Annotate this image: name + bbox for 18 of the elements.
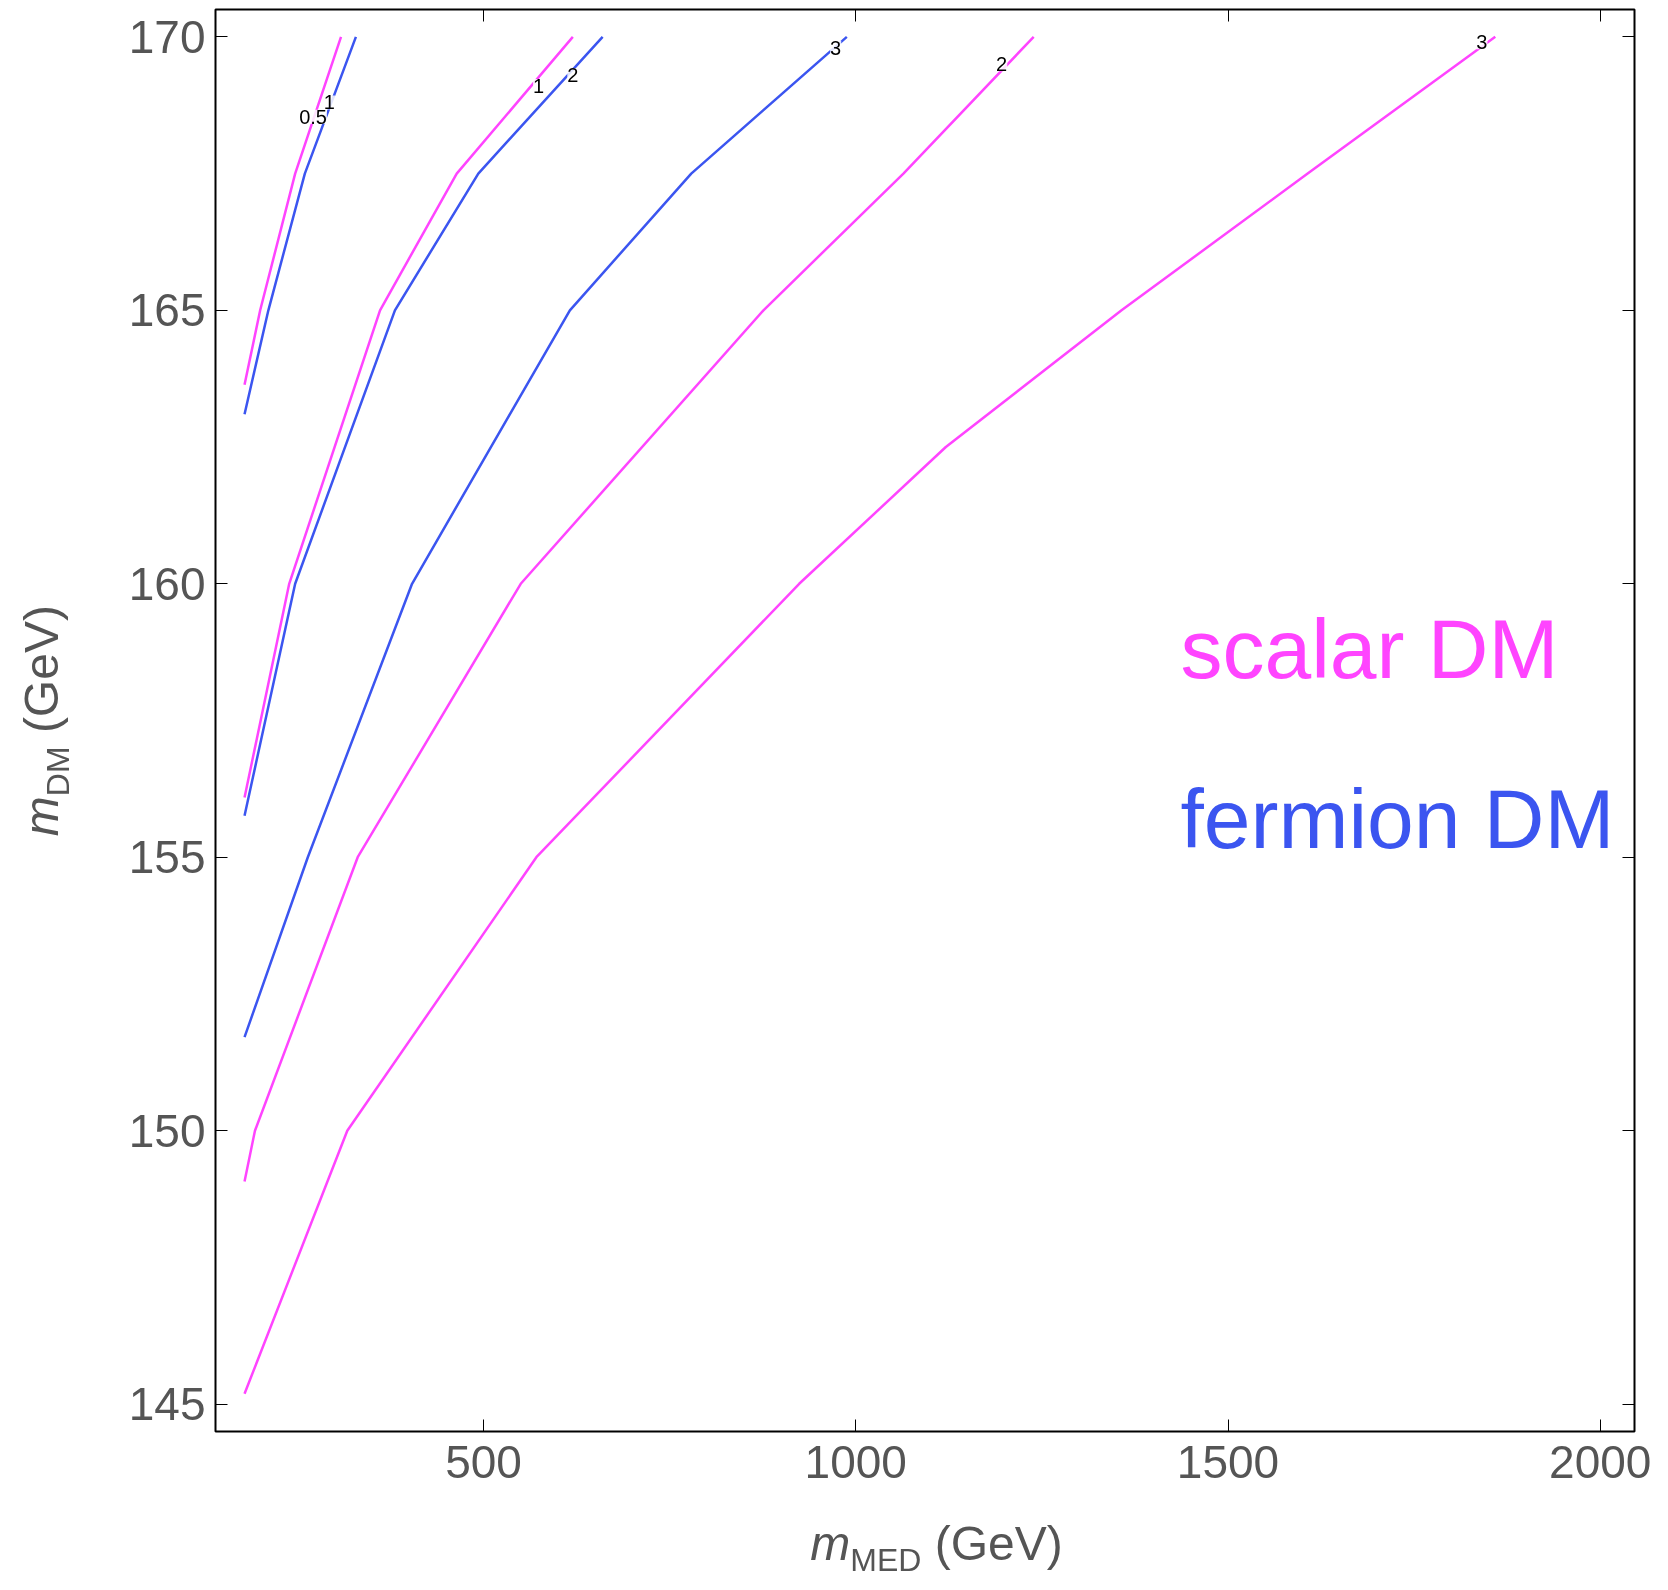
x-tick-label: 1500 — [1176, 1435, 1280, 1488]
annotation: 2 — [567, 64, 579, 87]
x-tick-label: 2000 — [1549, 1435, 1652, 1488]
annotation: 2 — [996, 53, 1008, 76]
annotation: 1 — [533, 75, 545, 98]
y-tick-label: 155 — [128, 831, 206, 884]
y-tick-label: 145 — [128, 1378, 206, 1431]
y-tick-label: 165 — [128, 284, 206, 337]
annotation: 3 — [830, 36, 842, 59]
y-tick-label: 160 — [128, 557, 206, 610]
annotation: 3 — [1476, 31, 1488, 54]
text: fermion DM — [1180, 772, 1615, 867]
x-axis-title: m$_{MED}$ (GeV) — [809, 1516, 1064, 1580]
x-tick-label: 500 — [445, 1435, 522, 1488]
y-tick-label: 150 — [128, 1104, 206, 1157]
x-tick-label: 1000 — [804, 1435, 907, 1488]
y-tick-label: 170 — [128, 10, 206, 63]
text: scalar DM — [1180, 602, 1559, 697]
